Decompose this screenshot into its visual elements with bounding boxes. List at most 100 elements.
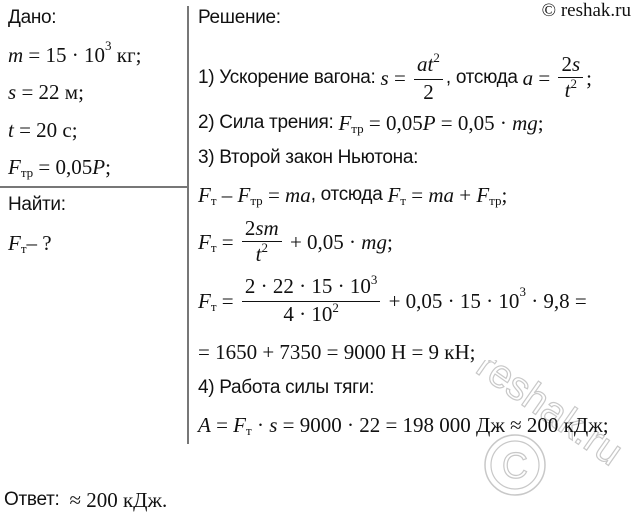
subscript: т — [20, 241, 27, 256]
math-variable: mg — [361, 229, 387, 254]
math-text: = — [216, 288, 239, 313]
copyright-label: © reshak.ru — [541, 0, 631, 21]
math-text: ; — [501, 182, 508, 207]
superscript: 3 — [370, 271, 378, 287]
label-text: Ответ: — [4, 489, 70, 510]
denominator: 4 · 102 — [280, 299, 342, 329]
math-variable: m — [8, 42, 24, 67]
math-text: + — [454, 182, 477, 207]
label-text: 3) Второй закон Ньютона: — [198, 147, 419, 168]
math-text: 2 · 22 · 15 · 10 — [244, 273, 371, 298]
denominator: t2 — [253, 239, 271, 269]
math-variable: F — [476, 182, 490, 207]
math-variable: t — [564, 77, 571, 102]
superscript: 2 — [433, 49, 440, 65]
math-variable: at — [417, 51, 434, 76]
math-text: · — [251, 412, 270, 437]
solution-title: Решение: — [198, 7, 281, 28]
math-text: = 15 · 10 — [23, 42, 106, 67]
math-variable: F — [198, 288, 211, 313]
math-variable: F — [387, 182, 401, 207]
math-text: ; — [586, 65, 593, 90]
math-variable: F — [198, 229, 211, 254]
math-text: – — [216, 182, 238, 207]
fraction: 2sm t2 — [241, 215, 282, 269]
column-divider — [187, 6, 189, 444]
math-variable: P — [422, 110, 436, 135]
math-text: = — [388, 65, 412, 90]
math-variable: F — [8, 154, 21, 179]
math-variable: F — [338, 110, 352, 135]
math-variable: t — [8, 117, 14, 142]
math-text: = 0,05 — [33, 154, 93, 179]
math-text: – ? — [26, 230, 52, 255]
label-text: , отсюда — [310, 184, 388, 205]
math-text: 2 — [423, 79, 434, 104]
math-variable: s — [571, 51, 581, 76]
numerator: at2 — [414, 49, 443, 80]
subscript: тр — [351, 121, 364, 136]
math-text: = 20 с; — [13, 117, 78, 142]
subscript: т — [246, 423, 252, 438]
math-variable: F — [237, 182, 251, 207]
math-variable: ma — [285, 182, 311, 207]
math-variable: ma — [428, 182, 454, 207]
math-text: 2 — [561, 51, 572, 76]
fraction: 2 · 22 · 15 · 103 4 · 102 — [241, 271, 381, 329]
math-variable: F — [233, 412, 246, 437]
math-text: 2 — [244, 215, 256, 240]
subscript: т — [210, 299, 217, 314]
math-text: = 0,05 — [363, 110, 423, 135]
answer: Ответ: ≈ 200 кДж. — [4, 480, 167, 520]
math-variable: A — [198, 412, 211, 437]
subscript: тр — [489, 193, 502, 208]
label-text: 4) Работа силы тяги: — [198, 377, 375, 398]
numerator: 2 · 22 · 15 · 103 — [241, 271, 381, 302]
find-title: Найти: — [8, 194, 66, 215]
math-text: ; — [105, 154, 111, 179]
math-variable: t — [255, 241, 262, 266]
math-variable: P — [92, 154, 106, 179]
math-text: кг; — [111, 42, 142, 67]
numerator: 2sm — [241, 215, 282, 242]
superscript: 3 — [105, 38, 112, 53]
math-variable: F — [198, 182, 211, 207]
given-line: s = 22 м; — [8, 72, 84, 112]
svg-text:C: C — [502, 445, 528, 486]
math-text: = 22 м; — [16, 79, 84, 104]
math-variable: F — [8, 230, 21, 255]
math-variable: mg — [512, 110, 538, 135]
math-variable: sm — [255, 215, 279, 240]
solution-line: = 1650 + 7350 = 9000 Н = 9 кН; — [198, 332, 476, 372]
math-text: = — [533, 65, 556, 90]
given-title: Дано: — [8, 7, 57, 28]
math-variable: s — [380, 65, 389, 90]
superscript: 3 — [519, 284, 526, 299]
given-find-divider — [0, 186, 188, 188]
math-text: = — [262, 182, 286, 207]
math-variable: s — [8, 79, 17, 104]
math-text: ≈ 200 кДж. — [69, 487, 168, 512]
subscript: т — [210, 240, 217, 255]
label-text: 2) Сила трения: — [198, 112, 339, 133]
solution-step-4: 4) Работа силы тяги: — [198, 368, 374, 408]
superscript: 2 — [261, 239, 268, 255]
math-text: = — [210, 412, 234, 437]
given-line: t = 20 с; — [8, 110, 78, 150]
superscript: 2 — [332, 299, 339, 315]
math-text: + 0,05 · — [284, 229, 362, 254]
math-text: = 9000 · 22 = 198 000 Дж ≈ 200 кДж; — [277, 412, 609, 437]
math-text: = 0,05 · — [435, 110, 513, 135]
math-variable: s — [269, 412, 278, 437]
denominator: t2 — [562, 76, 580, 105]
math-text: = — [216, 229, 239, 254]
math-text: ; — [537, 110, 544, 135]
math-text: + 0,05 · 15 · 10 — [383, 288, 520, 313]
solution-step-1: 1) Ускорение вагона: s = at2 2, отсюда a … — [198, 50, 593, 104]
fraction: at2 2 — [414, 49, 443, 105]
